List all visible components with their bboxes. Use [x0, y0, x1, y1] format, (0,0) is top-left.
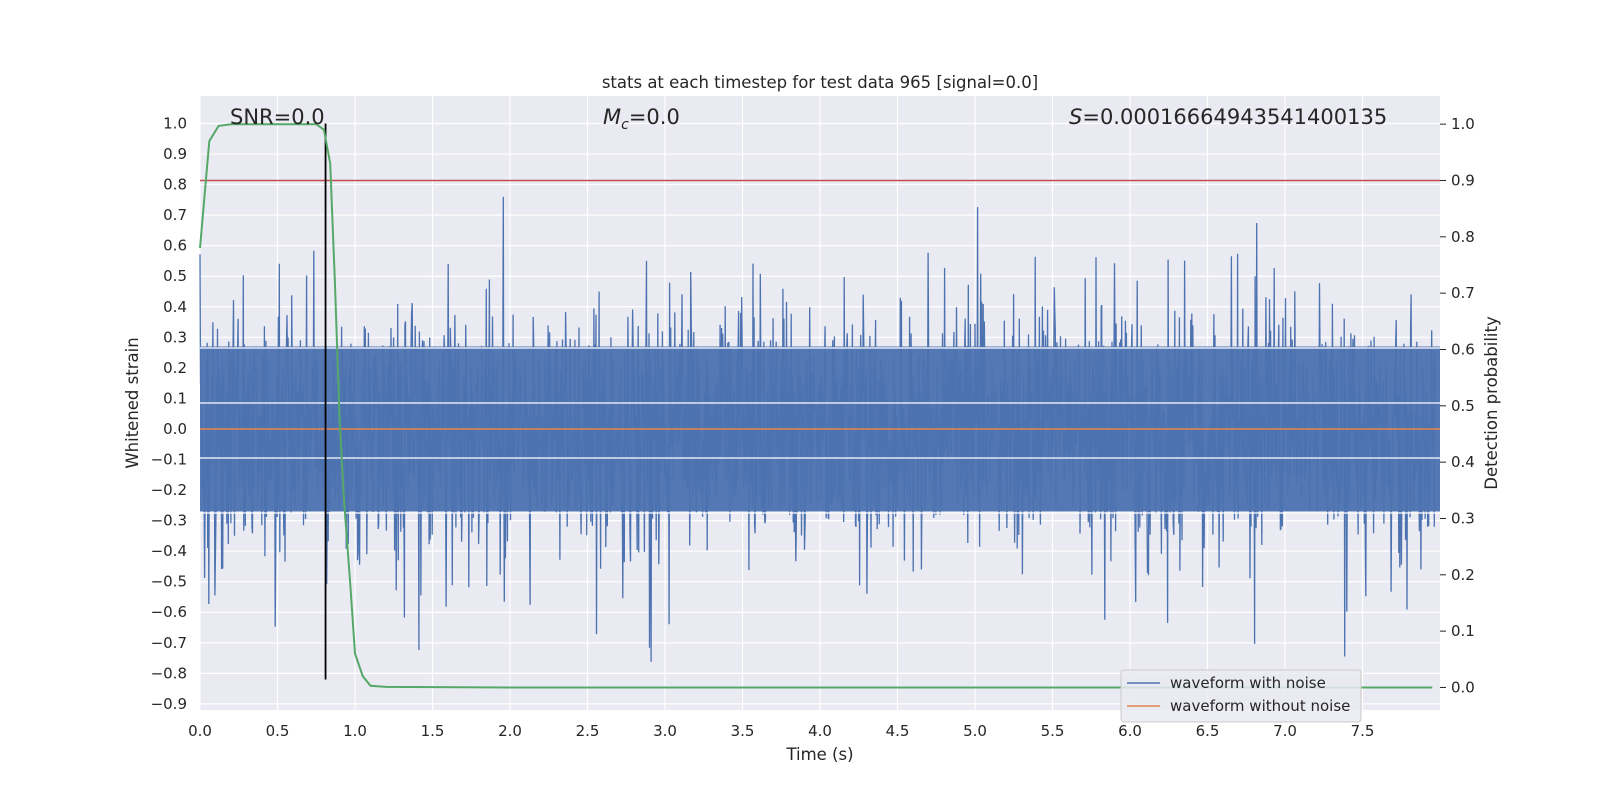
snr-annotation: SNR=0.0 — [230, 105, 325, 129]
y-tick-label: −0.6 — [151, 603, 187, 621]
y-right-tick-label: 0.2 — [1451, 566, 1475, 584]
chirp-mass-subscript: c — [621, 117, 629, 133]
s-value: =0.00016664943541400135 — [1082, 105, 1387, 129]
chirp-mass-annotation: Mc=0.0 — [603, 105, 680, 133]
y-tick-label: 0.1 — [163, 389, 187, 407]
y-tick-label: 0.4 — [163, 298, 187, 316]
chart-title: stats at each timestep for test data 965… — [602, 73, 1038, 92]
s-annotation: S=0.00016664943541400135 — [1069, 105, 1387, 129]
y-right-tick-label: 1.0 — [1451, 115, 1475, 133]
y-tick-label: 0.9 — [163, 145, 187, 163]
legend: waveform with noise waveform without noi… — [1120, 669, 1362, 723]
overlay — [199, 123, 1440, 689]
y-tick-label: −0.8 — [151, 664, 187, 682]
legend-label-clean: waveform without noise — [1170, 697, 1350, 715]
x-tick-label: 2.5 — [576, 722, 600, 740]
x-tick-label: 0.0 — [188, 722, 212, 740]
y-tick-label: −0.7 — [151, 634, 187, 652]
y-tick-label: −0.9 — [151, 695, 187, 713]
y-tick-label: −0.3 — [151, 512, 187, 530]
x-tick-label: 0.5 — [266, 722, 290, 740]
y-tick-label: 0.3 — [163, 328, 187, 346]
y-right-tick-label: 0.7 — [1451, 284, 1475, 302]
x-tick-label: 5.0 — [963, 722, 987, 740]
x-tick-label: 1.5 — [421, 722, 445, 740]
y-right-tick-label: 0.8 — [1451, 228, 1475, 246]
x-tick-label: 6.0 — [1118, 722, 1142, 740]
y-tick-label: −0.1 — [151, 451, 187, 469]
y-right-tick-label: 0.3 — [1451, 509, 1475, 527]
x-tick-label: 7.0 — [1273, 722, 1297, 740]
x-tick-label: 5.5 — [1041, 722, 1065, 740]
detection-probability-line — [199, 123, 1433, 689]
s-symbol: S — [1069, 105, 1082, 129]
chirp-mass-symbol: M — [603, 105, 621, 129]
y-tick-label: 0.8 — [163, 176, 187, 194]
y-right-tick-label: 0.9 — [1451, 171, 1475, 189]
y-tick-label: 0.5 — [163, 267, 187, 285]
y-tick-label: 0.2 — [163, 359, 187, 377]
ticks: 0.0 0.5 1.0 1.5 2.0 2.5 3.0 3.5 4.0 4.5 5.0 5.5 6.0 6… — [151, 114, 1475, 740]
x-tick-label: 4.5 — [886, 722, 910, 740]
y-right-tick-label: 0.5 — [1451, 397, 1475, 415]
y-tick-label: 0.0 — [163, 420, 187, 438]
x-tick-label: 2.0 — [498, 722, 522, 740]
legend-label-noise: waveform with noise — [1170, 674, 1326, 692]
chirp-mass-value: =0.0 — [629, 105, 680, 129]
x-tick-label: 6.5 — [1196, 722, 1220, 740]
y-axis-label: Whitened strain — [123, 337, 142, 468]
y-right-tick-label: 0.6 — [1451, 340, 1475, 358]
y-tick-label: 1.0 — [163, 114, 187, 132]
y-right-tick-label: 0.1 — [1451, 622, 1475, 640]
y-tick-label: −0.5 — [151, 573, 187, 591]
x-axis-label: Time (s) — [785, 745, 853, 764]
y-tick-label: −0.4 — [151, 542, 187, 560]
y-right-tick-label: 0.4 — [1451, 453, 1475, 471]
x-tick-label: 3.0 — [653, 722, 677, 740]
y-tick-label: −0.2 — [151, 481, 187, 499]
x-tick-label: 3.5 — [731, 722, 755, 740]
y-axis-right-label: Detection probability — [1482, 316, 1501, 490]
x-tick-label: 1.0 — [343, 722, 367, 740]
y-tick-label: 0.6 — [163, 237, 187, 255]
x-tick-label: 4.0 — [808, 722, 832, 740]
legend-box — [1120, 669, 1362, 723]
x-tick-label: 7.5 — [1351, 722, 1375, 740]
y-tick-label: 0.7 — [163, 206, 187, 224]
y-right-tick-label: 0.0 — [1451, 678, 1475, 696]
